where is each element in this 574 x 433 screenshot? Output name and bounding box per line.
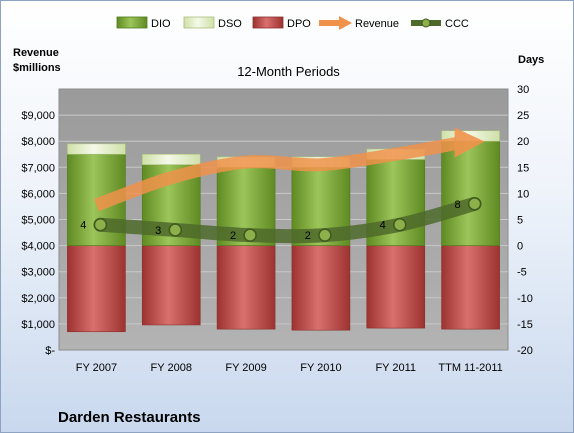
- ccc-data-label: 2: [305, 230, 311, 242]
- left-tick-label: $8,000: [21, 136, 55, 148]
- dpo-bar: [141, 245, 201, 326]
- revenue-arrowhead: [454, 127, 485, 158]
- left-tick-label: $1,000: [21, 319, 55, 331]
- left-tick-label: $3,000: [21, 267, 55, 279]
- left-tick-label: $4,000: [21, 241, 55, 253]
- ccc-line: [93, 196, 482, 244]
- left-tick-label: $2,000: [21, 293, 55, 305]
- dso-bar: [141, 153, 201, 165]
- right-tick-label: -5: [517, 267, 527, 279]
- ccc-point: [467, 197, 482, 211]
- ccc-point: [243, 228, 257, 242]
- legend-label-dio: DIO: [151, 18, 171, 30]
- ccc-data-label: 4: [80, 220, 86, 232]
- left-tick-label: $5,000: [21, 215, 55, 227]
- right-tick-label: 10: [517, 188, 529, 200]
- right-axis-label: Days: [518, 54, 544, 66]
- category-label: FY 2011: [375, 362, 416, 374]
- company-name: Darden Restaurants: [58, 409, 201, 426]
- category-label: TTM 11-2011: [438, 362, 502, 374]
- dpo-bar: [216, 245, 276, 330]
- chart-title: 12-Month Periods: [237, 64, 340, 79]
- ccc-data-label: 4: [380, 220, 386, 232]
- legend-swatch-dso: [183, 16, 215, 29]
- legend-revenue-arrowhead: [339, 16, 352, 30]
- ccc-point: [318, 228, 332, 242]
- ccc-point: [168, 223, 182, 237]
- legend-swatch-dpo: [252, 16, 284, 29]
- right-tick-label: 25: [517, 110, 529, 122]
- right-tick-label: -10: [517, 293, 533, 305]
- dpo-bar: [291, 245, 351, 331]
- legend-swatch-dio: [116, 16, 148, 29]
- legend-label-ccc: CCC: [445, 18, 469, 30]
- right-tick-label: 20: [517, 136, 529, 148]
- right-tick-label: 0: [517, 241, 523, 253]
- category-label: FY 2007: [76, 362, 117, 374]
- ccc-point: [393, 217, 407, 232]
- dio-bar: [441, 140, 500, 246]
- dpo-bar: [441, 245, 500, 330]
- dso-bar: [67, 143, 126, 155]
- left-axis-label-unit: $millions: [13, 62, 61, 74]
- legend-label-revenue: Revenue: [355, 18, 399, 30]
- right-tick-label: 15: [517, 162, 529, 174]
- category-label: FY 2008: [151, 362, 192, 374]
- right-tick-label: -15: [517, 319, 533, 331]
- left-tick-label: $7,000: [21, 162, 55, 174]
- legend-label-dso: DSO: [218, 18, 242, 30]
- dpo-bar: [67, 245, 126, 333]
- revenue-line: [94, 137, 458, 212]
- left-axis-label: Revenue: [13, 47, 59, 59]
- ccc-data-label: 8: [454, 199, 460, 211]
- left-tick-label: $9,000: [21, 110, 55, 122]
- category-label: FY 2009: [225, 362, 266, 374]
- ccc-data-label: 2: [230, 230, 236, 242]
- right-tick-label: 30: [517, 84, 529, 96]
- right-tick-label: 5: [517, 215, 523, 227]
- left-tick-label: $-: [45, 345, 55, 357]
- legend-ccc-marker: [421, 18, 431, 28]
- right-tick-label: -20: [517, 345, 533, 357]
- category-label: FY 2010: [300, 362, 341, 374]
- ccc-point: [93, 217, 108, 232]
- ccc-data-label: 3: [155, 225, 161, 237]
- legend-label-dpo: DPO: [287, 18, 311, 30]
- dpo-bar: [366, 245, 426, 329]
- left-tick-label: $6,000: [21, 188, 55, 200]
